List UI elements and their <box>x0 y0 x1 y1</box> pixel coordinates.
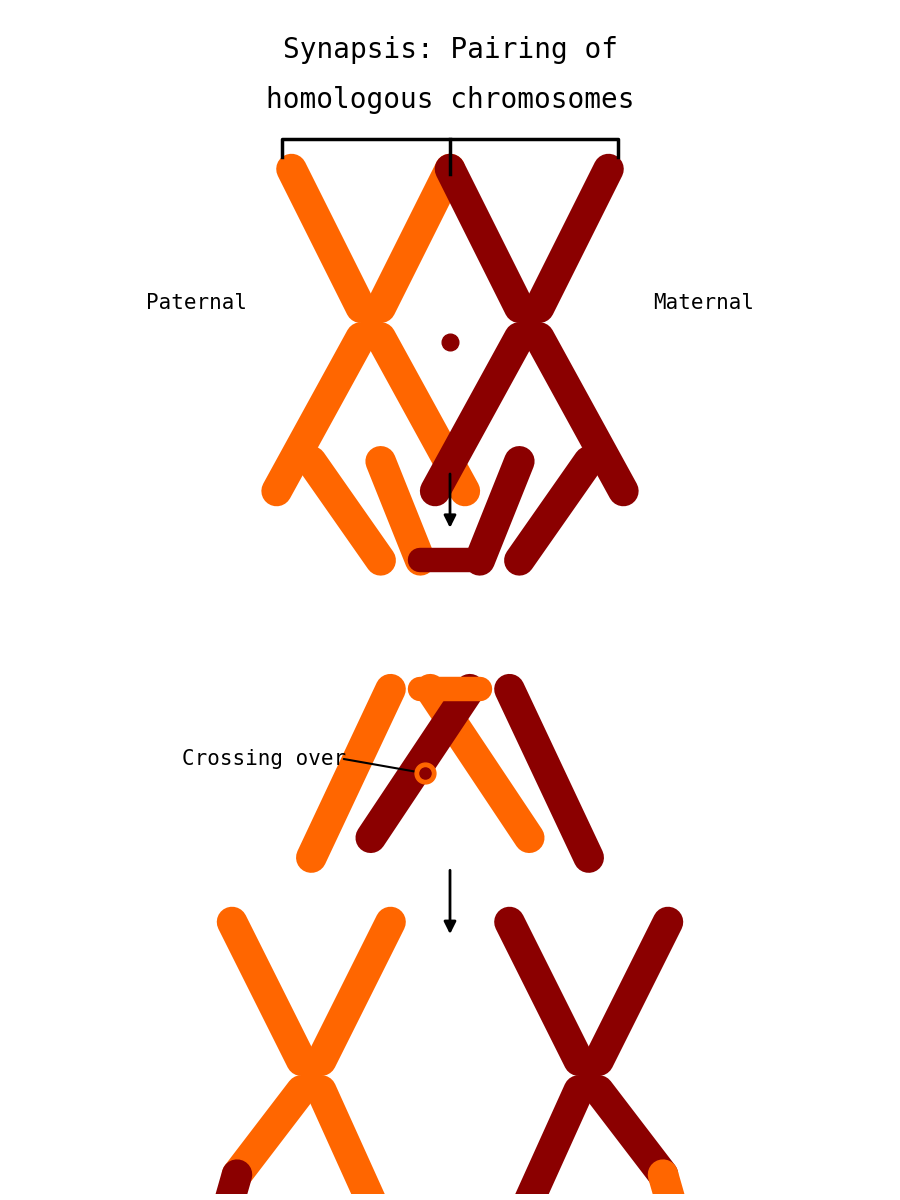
Text: Synapsis: Pairing of: Synapsis: Pairing of <box>283 36 617 64</box>
Text: Paternal: Paternal <box>146 293 247 313</box>
Text: Crossing over: Crossing over <box>183 749 346 768</box>
Text: homologous chromosomes: homologous chromosomes <box>266 85 634 114</box>
Text: Maternal: Maternal <box>653 293 754 313</box>
